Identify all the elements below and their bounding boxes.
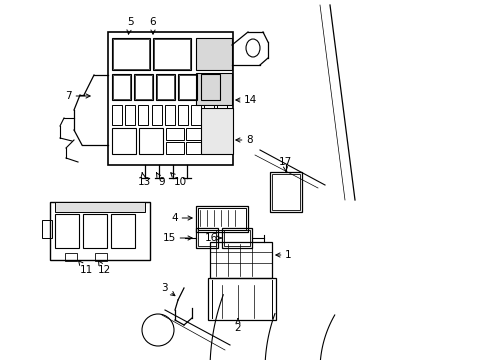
Text: 13: 13 [137,173,150,187]
Bar [165,128,183,140]
Bar [112,128,136,154]
Bar [112,38,150,70]
Bar [191,105,201,125]
Bar [209,242,271,278]
Bar [50,202,150,260]
Bar [178,74,197,100]
Bar [113,75,130,99]
Bar [138,105,148,125]
Bar [207,278,275,320]
Bar [154,39,190,69]
Bar [164,105,175,125]
Bar [196,228,218,248]
Bar [111,214,135,248]
Text: 5: 5 [126,17,133,34]
Text: 10: 10 [170,173,186,187]
Bar [134,74,153,100]
Bar [271,174,299,210]
Bar [217,105,226,125]
Bar [198,208,245,230]
Text: 12: 12 [97,261,110,275]
Bar [113,39,149,69]
Bar [196,73,231,105]
Bar [156,74,175,100]
Text: 3: 3 [161,283,175,296]
Bar [224,230,249,246]
Bar [196,38,231,70]
Text: 16: 16 [204,233,221,243]
Bar [108,32,232,165]
Text: 15: 15 [163,233,192,243]
Text: 17: 17 [278,157,291,171]
Text: 2: 2 [234,319,241,333]
Bar [201,74,220,100]
Bar [112,74,131,100]
Bar [125,105,135,125]
Text: 8: 8 [235,135,252,145]
Bar [55,202,145,212]
Bar [135,75,152,99]
Text: 1: 1 [275,250,291,260]
Bar [165,142,183,154]
Bar [152,105,162,125]
Bar [65,253,77,261]
Bar [112,105,122,125]
Bar [153,38,191,70]
Bar [222,228,251,248]
Bar [179,75,196,99]
Text: 6: 6 [149,17,156,34]
Bar [201,108,232,154]
Bar [42,220,52,238]
Bar [83,214,107,248]
Bar [269,172,302,212]
Bar [157,75,174,99]
Bar [139,128,163,154]
Text: 4: 4 [171,213,192,223]
Text: 9: 9 [156,173,165,187]
Bar [185,142,203,154]
Bar [203,105,214,125]
Text: 14: 14 [235,95,257,105]
Bar [55,214,79,248]
Bar [196,206,247,232]
Bar [198,230,216,246]
Bar [178,105,187,125]
Bar [95,253,107,261]
Text: 11: 11 [79,261,92,275]
Text: 7: 7 [65,91,90,101]
Bar [185,128,203,140]
